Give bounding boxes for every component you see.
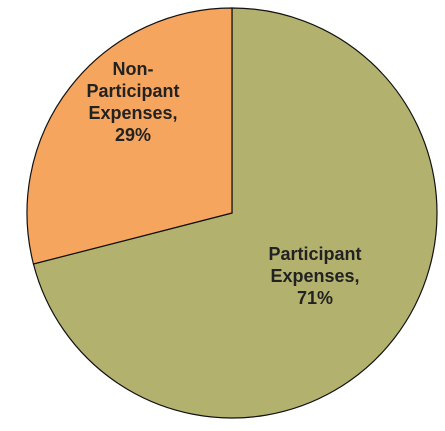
slice-label-line: Non- [113,59,154,79]
slice-label-line: 29% [115,125,151,145]
pie-slices [26,7,438,419]
pie-labels: Participant Expenses, 71%Non-Participant Ex… [86,59,361,308]
pie-slice-participant-expenses [32,7,438,419]
slice-label-line: Participant [86,81,179,101]
slice-label-line: Expenses, [270,266,359,286]
slice-label-participant-expenses: Participant Expenses, 71% [268,244,361,308]
slice-label-line: Expenses, [88,103,177,123]
pie-slice-non-participant-expenses [26,7,233,265]
slice-label-non-participant-expenses: Non-Participant Expenses, 29% [86,59,179,145]
slice-label-line: Participant [268,244,361,264]
slice-label-line: 71% [297,288,333,308]
